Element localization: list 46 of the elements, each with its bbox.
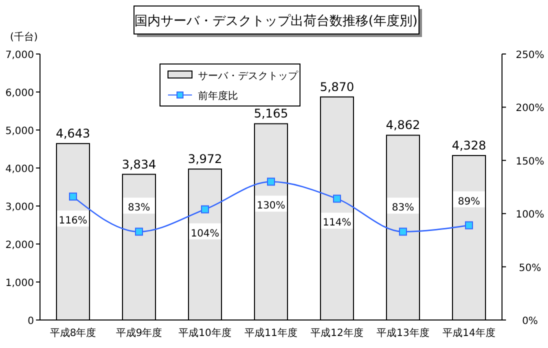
data-label: 114% <box>322 218 352 229</box>
data-label: 3,834 <box>122 157 156 172</box>
data-label: 5,165 <box>254 106 288 121</box>
y2-tick-label: 0% <box>522 316 538 327</box>
y-tick-label: 7,000 <box>5 50 34 61</box>
legend-label: 前年度比 <box>198 90 238 102</box>
x-tick-label: 平成13年度 <box>376 327 430 339</box>
x-tick-label: 平成8年度 <box>50 327 96 339</box>
y-tick-label: 4,000 <box>5 164 34 175</box>
y-tick-label: 0 <box>28 316 34 327</box>
x-tick-label: 平成14年度 <box>442 327 496 339</box>
point <box>135 228 143 236</box>
data-label: 5,870 <box>320 80 354 94</box>
y-tick-label: 2,000 <box>5 240 34 251</box>
legend-label: サーバ・デスクトップ <box>198 70 299 82</box>
data-label: 89% <box>458 196 480 208</box>
x-tick-label: 平成11年度 <box>244 327 298 339</box>
data-label: 83% <box>392 202 414 214</box>
x-tick-label: 平成9年度 <box>116 327 162 339</box>
y2-tick-label: 150% <box>516 156 544 168</box>
point <box>69 192 77 201</box>
data-label: 83% <box>128 202 150 214</box>
y2-tick-label: 200% <box>516 103 544 114</box>
x-tick-label: 平成10年度 <box>178 327 232 339</box>
point <box>465 221 473 230</box>
y-axis-title: (千台) <box>10 31 38 43</box>
x-tick-label: 平成12年度 <box>310 327 364 339</box>
chart-title: 国内サーバ・デスクトップ出荷台数推移(年度別) <box>134 13 418 29</box>
point <box>201 205 209 214</box>
y2-tick-label: 50% <box>518 262 542 274</box>
data-label: 3,972 <box>188 152 222 166</box>
point <box>399 228 407 236</box>
data-label: 104% <box>190 228 220 240</box>
point <box>333 194 341 203</box>
point <box>267 178 275 186</box>
y2-tick-label: 100% <box>516 210 544 221</box>
data-label: 4,328 <box>452 138 486 153</box>
data-label: 4,862 <box>386 118 420 132</box>
y-tick-label: 3,000 <box>5 202 34 213</box>
data-label: 130% <box>256 200 286 212</box>
y-tick-label: 6,000 <box>5 88 34 99</box>
data-label: 116% <box>58 216 88 227</box>
data-label: 4,643 <box>56 126 90 141</box>
y-tick-label: 5,000 <box>5 126 34 137</box>
y2-tick-label: 250% <box>516 50 544 61</box>
y-tick-label: 1,000 <box>5 278 34 289</box>
